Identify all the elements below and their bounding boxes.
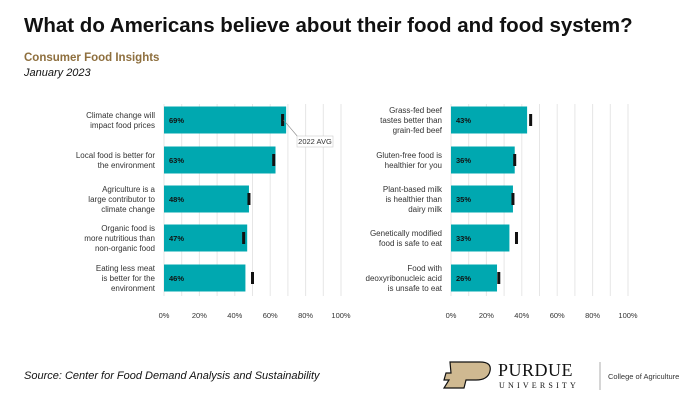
annotation-leader [283,119,299,138]
category-label: Food with [407,264,442,273]
category-label: Climate change will [86,111,155,120]
category-label: Genetically modified [370,229,442,238]
x-tick-label: 20% [479,311,494,320]
category-label: more nutritious than [84,234,155,243]
avg-2022-marker [513,154,517,166]
avg-2022-marker [281,114,285,126]
bar-value-label: 33% [456,234,471,243]
category-label: Grass-fed beef [389,106,443,115]
x-tick-label: 100% [618,311,638,320]
source-note: Source: Center for Food Demand Analysis … [24,370,320,382]
x-tick-label: 80% [585,311,600,320]
category-label: grain-fed beef [393,126,443,135]
category-label: non-organic food [95,244,155,253]
category-label: Plant-based milk [383,185,443,194]
category-label: environment [111,284,156,293]
bar [451,224,510,252]
category-label: dairy milk [408,205,443,214]
bar-value-label: 63% [169,156,184,165]
bar [164,185,249,213]
logo-name: PURDUE [498,360,573,380]
bar-value-label: 43% [456,116,471,125]
category-label: Agriculture is a [102,185,155,194]
bar-value-label: 48% [169,195,184,204]
x-tick-label: 100% [331,311,351,320]
x-tick-label: 0% [159,311,170,320]
category-label: is healthier than [386,195,442,204]
annotation-box [296,135,334,148]
bar [164,264,246,292]
avg-2022-marker [529,114,533,126]
bar-value-label: 69% [169,116,184,125]
bar-value-label: 47% [169,234,184,243]
bar-value-label: 26% [456,274,471,283]
subtitle: Consumer Food Insights [24,52,160,64]
bar-value-label: 36% [456,156,471,165]
category-label: is better for the [102,274,156,283]
category-label: the environment [98,161,156,170]
bar [451,146,515,174]
bar [451,185,513,213]
avg-2022-marker [514,232,518,244]
charts: 0% 20% 40% 60% 80% 100% 69% Climate change will… [76,104,638,320]
category-label: healthier for you [385,161,442,170]
bar-value-label: 35% [456,195,471,204]
avg-2022-marker [247,193,251,205]
purdue-logo: PURDUE UNIVERSITY College of Agriculture [442,360,679,390]
category-label: is unsafe to eat [388,284,443,293]
category-label: climate change [101,205,155,214]
x-tick-label: 20% [192,311,207,320]
x-tick-label: 40% [227,311,242,320]
annotation-label: 2022 AVG [298,137,332,146]
category-label: large contributor to [88,195,155,204]
category-label: Eating less meat [96,264,156,273]
category-label: Organic food is [101,224,155,233]
logo-college: College of Agriculture [608,372,679,381]
avg-2022-marker [511,193,515,205]
avg-2022-marker [272,154,276,166]
category-label: food is safe to eat [379,239,443,248]
bar-value-label: 46% [169,274,184,283]
x-tick-label: 40% [514,311,529,320]
bar [164,146,276,174]
x-tick-label: 60% [263,311,278,320]
avg-2022-marker [497,272,501,284]
category-label: Local food is better for [76,151,155,160]
logo-sub: UNIVERSITY [499,381,579,390]
page-title: What do Americans believe about their fo… [24,14,633,37]
category-label: impact food prices [90,121,155,130]
category-label: Gluten-free food is [376,151,442,160]
bar [451,106,528,134]
avg-2022-marker [251,272,254,284]
avg-2022-marker [242,232,246,244]
category-label: deoxyribonucleic acid [366,274,443,283]
bar [451,264,498,292]
category-label: tastes better than [380,116,442,125]
x-tick-label: 80% [298,311,313,320]
x-tick-label: 60% [550,311,565,320]
x-tick-label: 0% [446,311,457,320]
date: January 2023 [24,67,91,79]
bar [164,106,287,134]
purdue-p-logo-icon [442,361,491,389]
bar [164,224,248,252]
